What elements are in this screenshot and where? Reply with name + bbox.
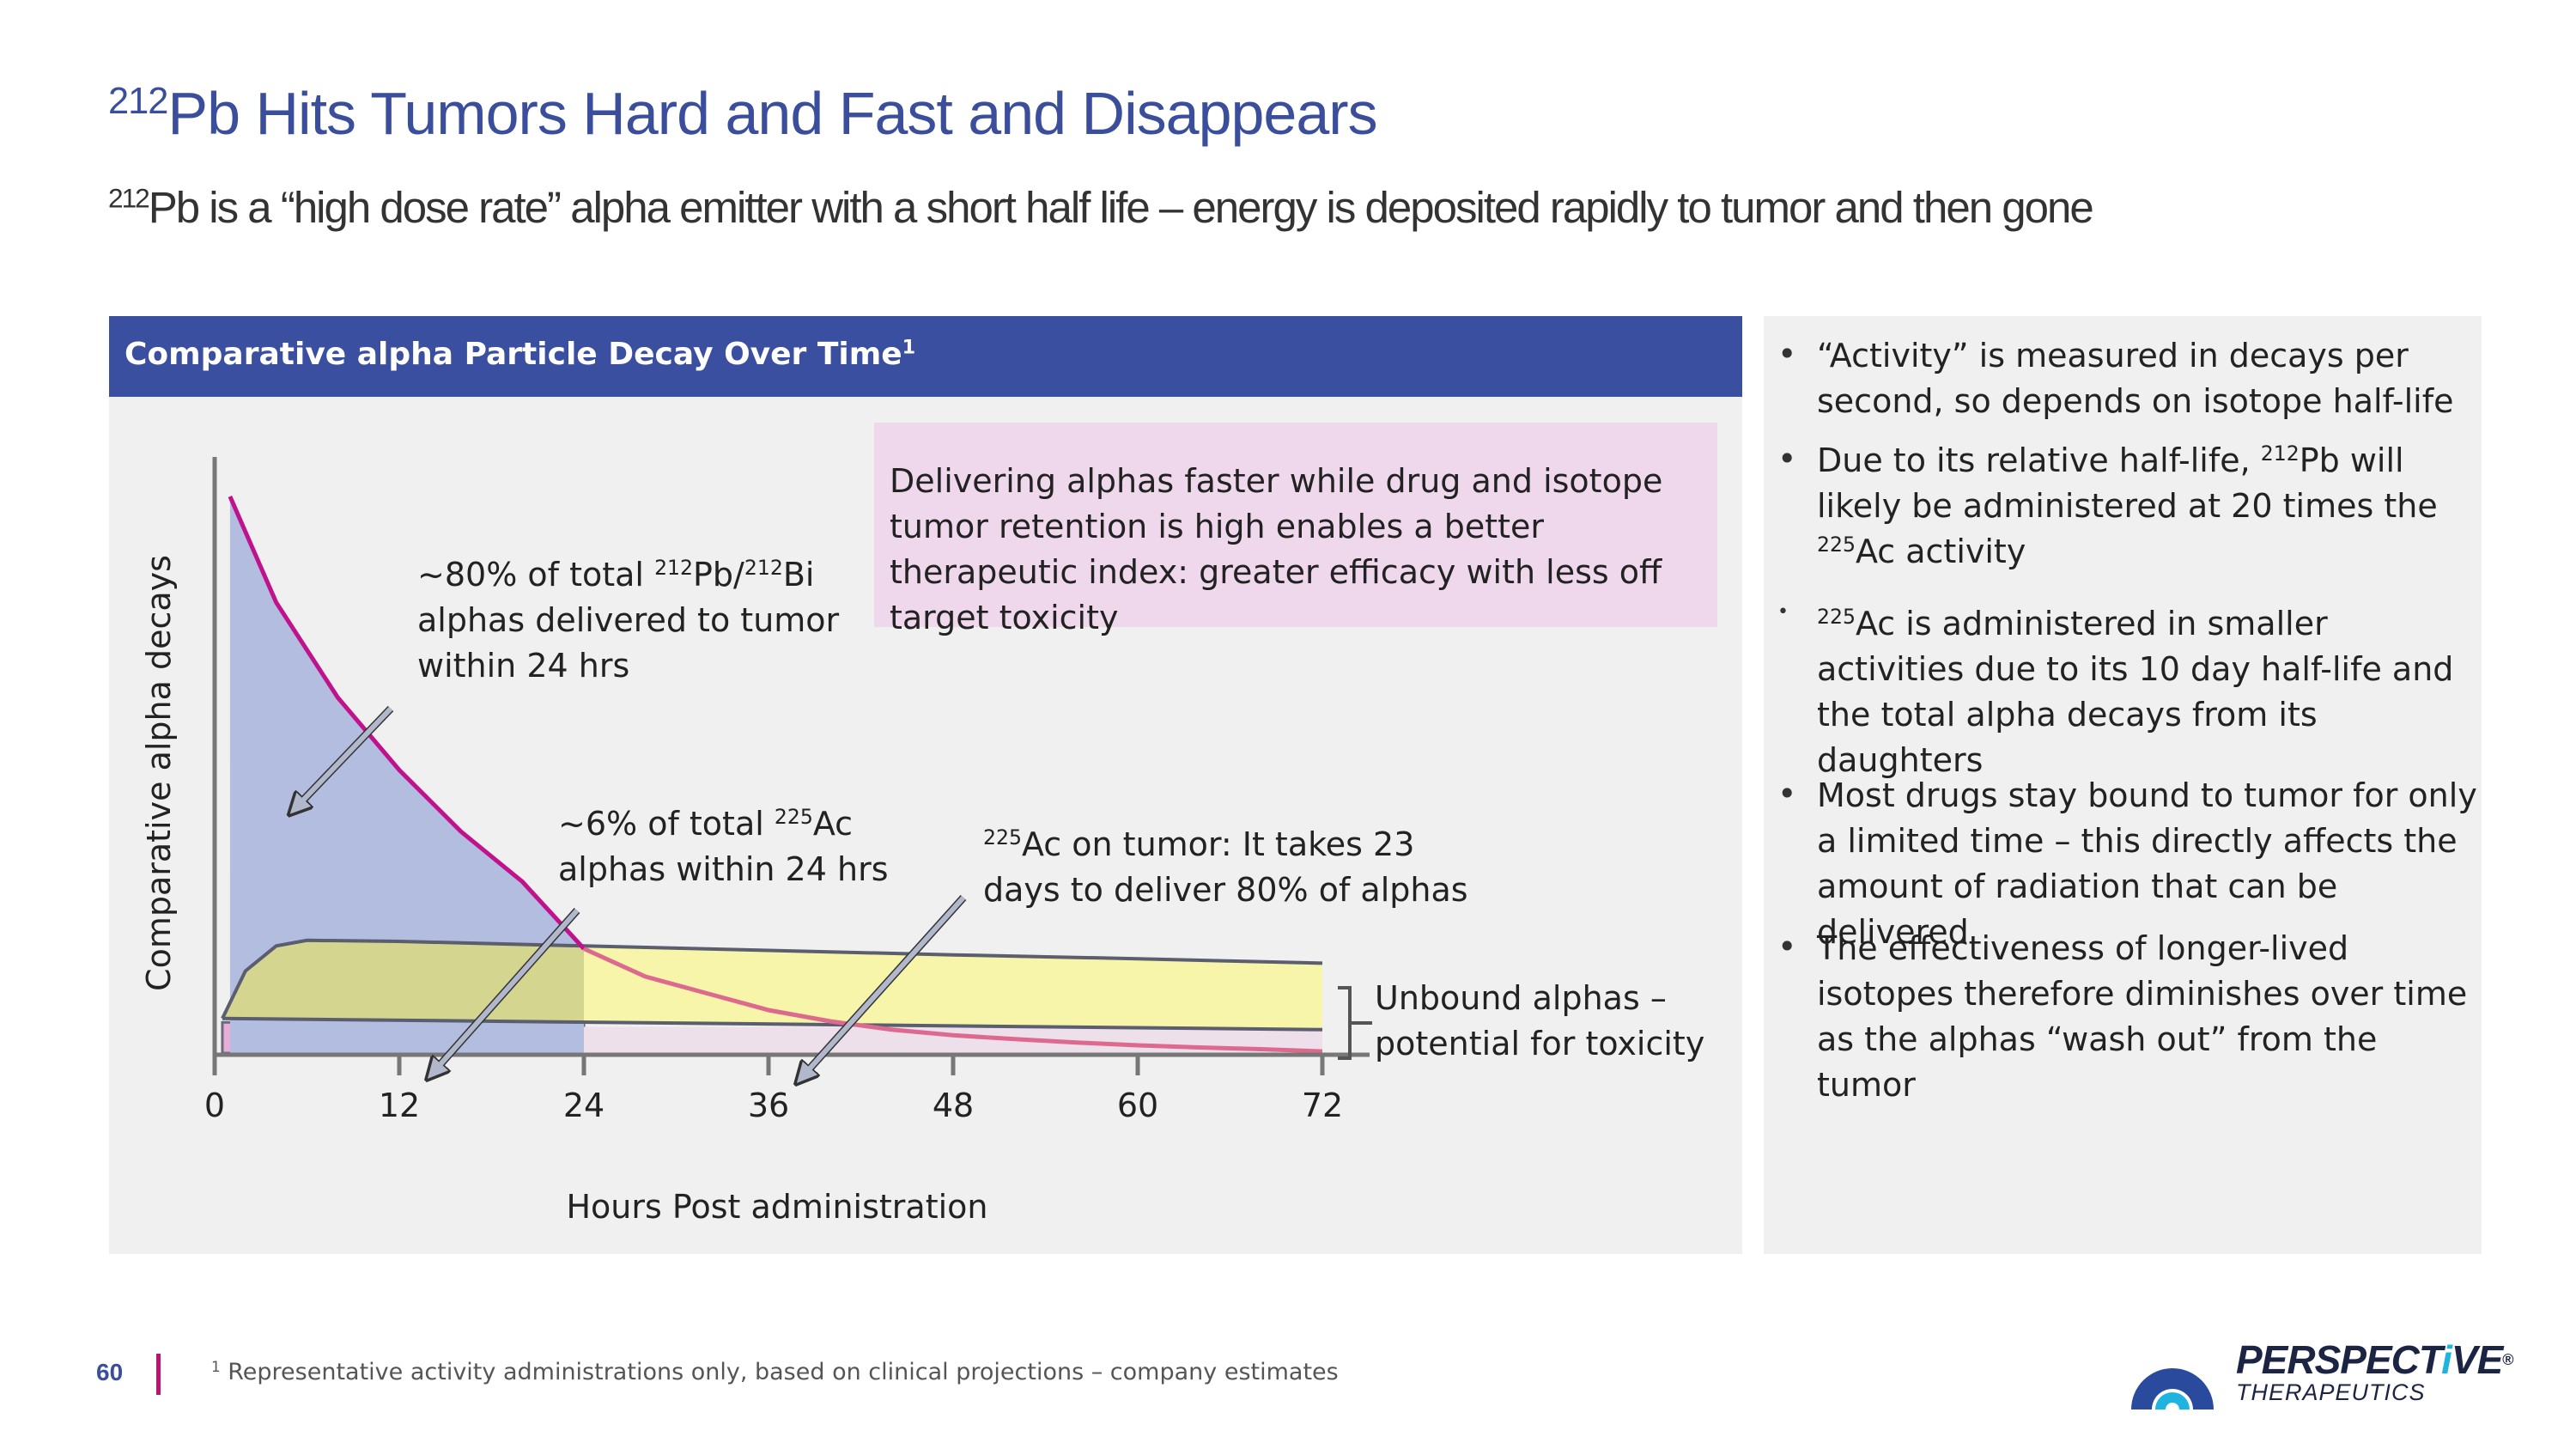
- x-tick-label-72: 72: [1302, 1087, 1343, 1124]
- bullet-dot: •: [1777, 928, 1797, 965]
- footer-divider: [156, 1354, 161, 1395]
- page-number: 60: [96, 1359, 124, 1385]
- header-footnote-mark: 1: [902, 336, 916, 359]
- footnote: 1 Representative activity administration…: [211, 1357, 1339, 1385]
- x-axis-label: Hours Post administration: [566, 1188, 987, 1226]
- page-title: 212Pb Hits Tumors Hard and Fast and Disa…: [108, 80, 1378, 147]
- x-tick-label-48: 48: [933, 1087, 974, 1124]
- bullet-dot: •: [1777, 775, 1797, 813]
- x-tick-label-12: 12: [379, 1087, 420, 1124]
- y-axis-label: Comparative alpha decays: [140, 555, 178, 991]
- bullet-ac-activity: 225Ac is administered in smaller activit…: [1817, 605, 2454, 779]
- x-tick-label-60: 60: [1117, 1087, 1158, 1124]
- unbound-annotation-line1: Unbound alphas –: [1375, 979, 1667, 1017]
- ac-tumor-annotation-line1: 225Ac on tumor: It takes 23: [983, 825, 1415, 863]
- pb-area-fill: [229, 496, 584, 1054]
- bullet-half-life: Due to its relative half-life, 212Pb wil…: [1817, 441, 2438, 570]
- bullet-drug-binding: Most drugs stay bound to tumor for only …: [1817, 776, 2477, 951]
- ac-tumor-line: [222, 1016, 1323, 1032]
- bullet-dot: •: [1777, 601, 1789, 623]
- company-logo-tagline: THERAPEUTICS: [2236, 1379, 2426, 1405]
- bullet-panel: [1764, 316, 2482, 1254]
- x-tick-label-0: 0: [204, 1087, 225, 1124]
- pb-annotation-line1: ~80% of total 212Pb/212Bi: [417, 556, 815, 594]
- pb-arrow-shaft: [294, 706, 393, 810]
- company-logo-name: PERSPECTiVE®: [2236, 1337, 2514, 1382]
- bullet-wash-out: The effectiveness of longer-lived isotop…: [1817, 929, 2468, 1104]
- x-tick-label-24: 24: [563, 1087, 605, 1124]
- ac-annotation: ~6% of total 225Ac alphas within 24 hrs: [558, 801, 889, 892]
- pb-annotation-line2: alphas delivered to tumor: [417, 601, 840, 639]
- unbound-annotation: Unbound alphas – potential for toxicity: [1375, 976, 1704, 1067]
- x-tick-label-36: 36: [748, 1087, 789, 1124]
- ac-tumor-arrow-shaft: [800, 895, 966, 1079]
- ac-tumor-annotation: 225Ac on tumor: It takes 23 days to deli…: [983, 822, 1468, 913]
- ac-overlap-24h: [222, 940, 584, 1022]
- pb-annotation-line3: within 24 hrs: [417, 647, 630, 685]
- page-subtitle: 212Pb is a “high dose rate” alpha emitte…: [108, 182, 2094, 232]
- pb-annotation: ~80% of total 212Pb/212Bi alphas deliver…: [417, 552, 839, 689]
- bullet-dot: •: [1777, 335, 1797, 373]
- ac-24h-arrow-shaft: [431, 909, 580, 1074]
- unbound-bracket: [1338, 986, 1372, 1060]
- ac-tumor-annotation-line2: days to deliver 80% of alphas: [983, 871, 1468, 909]
- ac-annotation-line1: ~6% of total 225Ac: [558, 805, 854, 843]
- perspective-logo-icon: [2131, 1368, 2214, 1409]
- ac-annotation-line2: alphas within 24 hrs: [558, 850, 889, 888]
- therapeutic-index-callout: Delivering alphas faster while drug and …: [874, 423, 1717, 636]
- unbound-annotation-line2: potential for toxicity: [1375, 1025, 1705, 1062]
- pb-decay-curve-late: [582, 947, 1323, 1054]
- chart-panel-header: Comparative alpha Particle Decay Over Ti…: [109, 316, 1742, 397]
- pb-decay-curve: [228, 496, 586, 951]
- bullet-activity: “Activity” is measured in decays per sec…: [1817, 337, 2454, 420]
- ac-total-line: [221, 938, 1323, 1020]
- bullet-dot: •: [1777, 440, 1797, 478]
